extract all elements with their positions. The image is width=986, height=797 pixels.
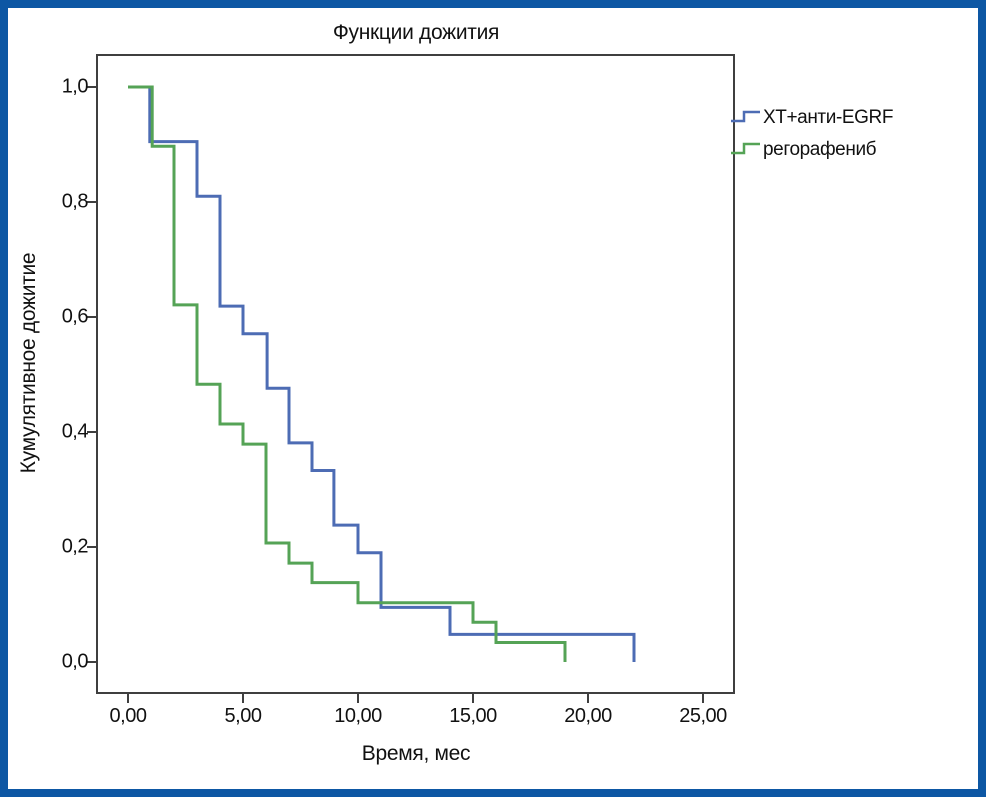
y-tick-label: 0,8	[61, 190, 89, 213]
plot-frame	[96, 54, 735, 694]
x-tick-label: 0,00	[109, 705, 147, 727]
x-tick-label: 10,00	[334, 705, 382, 727]
legend: ХТ+анти-EGRF регорафениб	[730, 102, 893, 166]
step-line-icon	[730, 140, 762, 161]
y-tick-label: 0,4	[61, 420, 89, 443]
survival-curve-1	[128, 85, 567, 662]
y-tick-label: 0,6	[61, 305, 89, 328]
step-line-icon	[730, 108, 762, 129]
legend-label: ХТ+анти-EGRF	[763, 107, 894, 128]
survival-curve-0	[128, 85, 636, 662]
legend-item: регорафениб	[730, 134, 893, 166]
legend-item: ХТ+анти-EGRF	[730, 102, 893, 134]
x-axis-title: Время, мес	[361, 742, 471, 765]
y-axis-tick-labels: 0,0 0,2 0,4 0,6 0,8 1,0	[0, 0, 89, 797]
chart-title: Функции дожития	[332, 21, 500, 44]
x-tick-label: 15,00	[449, 705, 497, 727]
y-tick-label: 0,2	[61, 535, 89, 558]
y-tick-label: 1,0	[61, 75, 89, 98]
y-tick-label: 0,0	[61, 650, 89, 673]
x-tick-label: 20,00	[564, 705, 612, 727]
x-tick-label: 5,00	[224, 705, 262, 727]
x-axis-tick-labels: 0,00 5,00 10,00 15,00 20,00 25,00	[0, 705, 986, 731]
legend-label: регорафениб	[763, 139, 877, 160]
x-tick-label: 25,00	[679, 705, 727, 727]
